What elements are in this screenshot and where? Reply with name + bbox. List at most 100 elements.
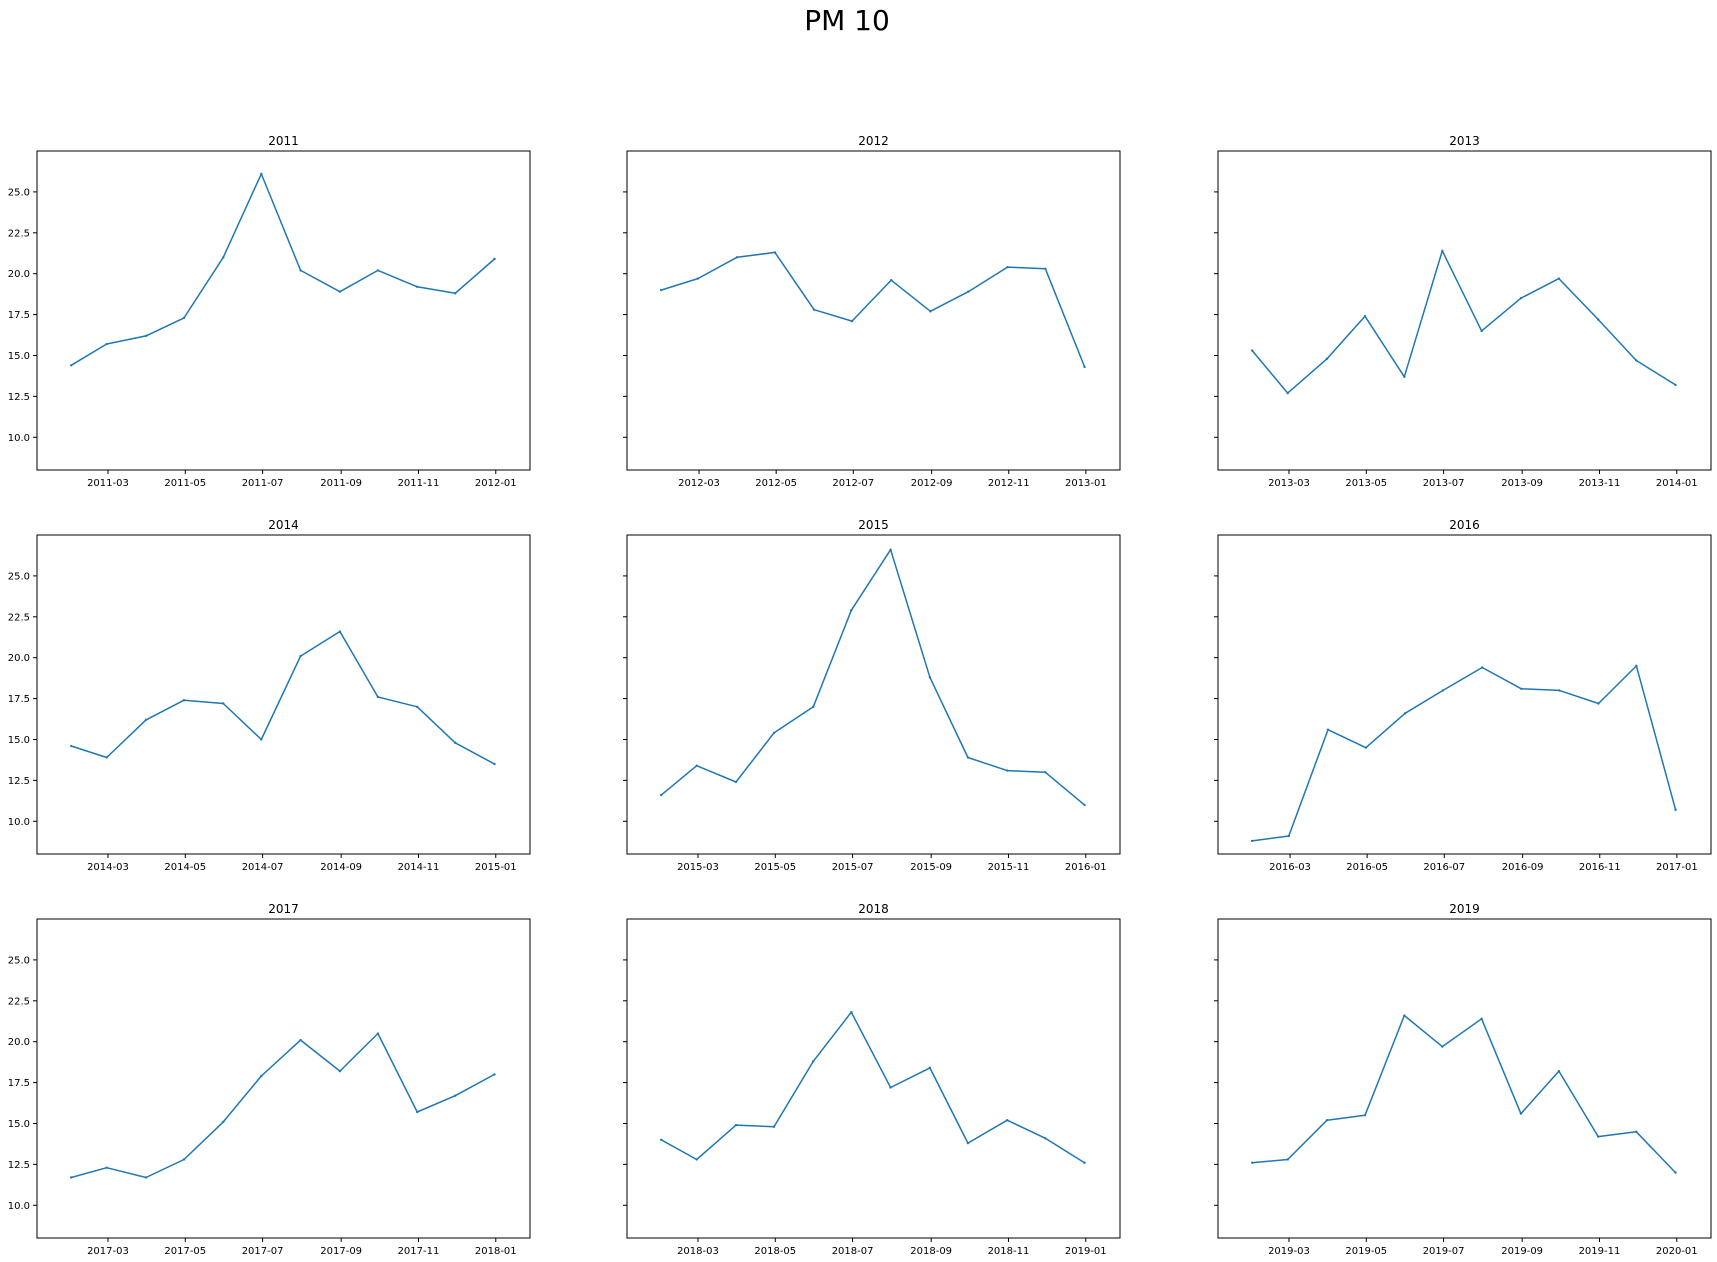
x-tick-label: 2011-09 xyxy=(320,478,362,489)
data-point xyxy=(105,756,108,759)
data-point xyxy=(70,744,73,748)
data-point xyxy=(1363,315,1367,318)
data-point xyxy=(889,279,893,282)
series-line-2016 xyxy=(1252,665,1677,842)
series-line-2012 xyxy=(660,251,1086,368)
subplot-title: 2013 xyxy=(1449,134,1480,148)
subplot-title: 2019 xyxy=(1449,902,1480,916)
data-point xyxy=(1363,1114,1367,1117)
subplot-title: 2018 xyxy=(858,902,889,916)
data-point xyxy=(338,290,342,293)
data-point xyxy=(1441,689,1445,692)
x-tick-label: 2016-03 xyxy=(1269,862,1311,873)
x-tick-label: 2019-07 xyxy=(1423,1246,1465,1257)
subplot-2017: 2017 10.0 12.5 15.0 17.5 20.0 22.5 25.0 2017-03 2… xyxy=(8,902,531,1257)
x-tick-label: 2015-11 xyxy=(988,862,1030,873)
data-point xyxy=(1519,297,1523,300)
axes-frame xyxy=(1217,918,1712,1239)
x-tick-label: 2013-03 xyxy=(1268,478,1310,489)
data-point xyxy=(966,756,970,759)
axes-frame xyxy=(36,918,531,1239)
subplot-title: 2016 xyxy=(1449,518,1480,532)
data-point xyxy=(1403,375,1406,378)
data-point xyxy=(416,1110,419,1114)
data-point xyxy=(659,288,663,292)
x-tick-label: 2015-09 xyxy=(910,862,952,873)
subplot-2015: 2015 2015-03 2015-05 2015-07 2015-09 2015-11 2… xyxy=(623,518,1121,873)
data-point xyxy=(376,695,380,699)
data-point xyxy=(338,630,342,633)
data-point xyxy=(182,316,186,320)
data-point xyxy=(454,292,457,295)
x-tick-label: 2018-11 xyxy=(988,1246,1030,1257)
data-point xyxy=(735,256,739,259)
x-tick-label: 2014-11 xyxy=(398,862,440,873)
data-point xyxy=(812,1060,815,1063)
data-point xyxy=(928,1066,932,1070)
x-tick-label: 2014-03 xyxy=(87,862,129,873)
data-point xyxy=(338,1069,342,1073)
data-point xyxy=(1519,1112,1523,1115)
x-tick-label: 2012-11 xyxy=(988,478,1030,489)
data-point xyxy=(493,1073,496,1076)
data-point xyxy=(376,269,380,272)
x-tick-label: 2017-09 xyxy=(320,1246,362,1257)
data-point xyxy=(493,762,496,766)
data-point xyxy=(1083,803,1086,807)
data-point xyxy=(299,654,302,658)
x-tick-label: 2019-09 xyxy=(1501,1246,1543,1257)
x-tick-label: 2014-05 xyxy=(164,862,206,873)
data-point xyxy=(850,609,853,612)
x-tick-label: 2015-07 xyxy=(832,862,874,873)
y-tick-label: 22.5 xyxy=(8,228,30,239)
data-point xyxy=(928,676,932,679)
x-tick-label: 2020-01 xyxy=(1656,1246,1698,1257)
x-tick-label: 2016-05 xyxy=(1346,862,1388,873)
y-tick-label: 20.0 xyxy=(8,653,30,664)
axes-frame xyxy=(626,534,1121,855)
data-point xyxy=(182,1158,186,1161)
x-tick-label: 2019-01 xyxy=(1065,1246,1107,1257)
x-tick-label: 2012-03 xyxy=(678,478,720,489)
subplot-title: 2014 xyxy=(268,518,299,532)
x-tick-label: 2014-09 xyxy=(320,862,362,873)
data-point xyxy=(1286,391,1289,395)
x-tick-label: 2017-11 xyxy=(398,1246,440,1257)
y-tick-label: 20.0 xyxy=(8,1037,30,1048)
x-tick-label: 2019-05 xyxy=(1345,1246,1387,1257)
data-point xyxy=(144,334,148,338)
data-point xyxy=(1044,1137,1047,1140)
data-point xyxy=(695,1158,698,1161)
series-line-2014 xyxy=(70,630,495,765)
x-tick-label: 2017-01 xyxy=(1656,862,1698,873)
axes-frame xyxy=(626,918,1121,1239)
data-point xyxy=(929,310,932,313)
series-line-2015 xyxy=(660,548,1085,806)
subplot-2014: 2014 10.0 12.5 15.0 17.5 20.0 22.5 25.0 2014-03 2… xyxy=(8,518,531,873)
data-point xyxy=(105,342,108,346)
data-point xyxy=(1557,1069,1561,1073)
axes-frame xyxy=(36,534,531,855)
data-point xyxy=(70,364,73,367)
data-point xyxy=(1044,267,1047,270)
data-point xyxy=(1480,666,1484,669)
data-point xyxy=(222,1120,225,1124)
data-point xyxy=(1520,687,1523,690)
y-tick-label: 15.0 xyxy=(8,351,30,362)
data-point xyxy=(1597,702,1600,705)
subplot-2018: 2018 2018-03 2018-05 2018-07 2018-09 2018-11 2… xyxy=(623,902,1121,1257)
x-tick-label: 2013-01 xyxy=(1065,478,1107,489)
data-point xyxy=(772,731,776,735)
data-point xyxy=(144,718,148,722)
data-point xyxy=(1674,1171,1677,1174)
data-point xyxy=(850,319,854,323)
x-tick-label: 2015-03 xyxy=(677,862,719,873)
data-point xyxy=(493,257,496,261)
data-point xyxy=(734,780,738,784)
data-point xyxy=(299,269,302,272)
data-point xyxy=(1635,359,1638,362)
subplot-title: 2017 xyxy=(268,902,299,916)
data-point xyxy=(1325,357,1329,360)
x-tick-label: 2013-09 xyxy=(1501,478,1543,489)
